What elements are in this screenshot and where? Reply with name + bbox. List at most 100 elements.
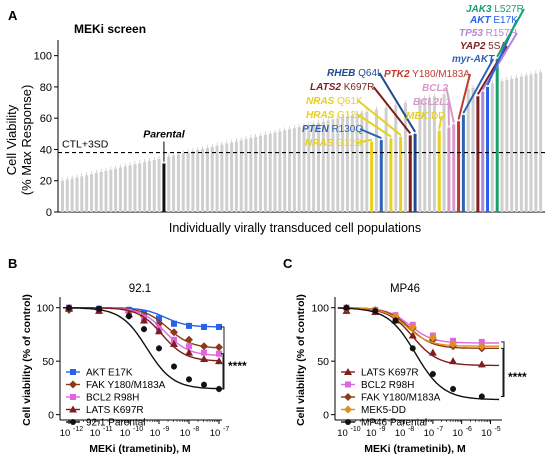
data-point bbox=[171, 320, 177, 327]
xtick-exponent: -10 bbox=[351, 426, 361, 433]
label-akt: AKT E17K bbox=[469, 15, 518, 26]
bar-tp53 bbox=[481, 91, 485, 212]
xtick-label: 10 bbox=[210, 428, 221, 439]
legend-entry: 92.1 Parental bbox=[86, 418, 146, 429]
bar bbox=[138, 163, 142, 212]
data-point bbox=[477, 342, 486, 351]
significance-bracket: **** bbox=[221, 326, 247, 390]
xtick-label: 10 bbox=[366, 428, 377, 439]
data-point bbox=[428, 333, 437, 342]
bar bbox=[94, 173, 98, 212]
label-gene: BCL2 bbox=[422, 83, 449, 94]
bar bbox=[210, 146, 214, 212]
bar-bcl2l1 bbox=[447, 127, 451, 212]
data-point bbox=[140, 316, 148, 324]
bar bbox=[268, 133, 272, 212]
label-mutation: 5SA bbox=[485, 41, 507, 52]
label-gene: NRAS bbox=[306, 96, 335, 107]
legend-entry: FAK Y180/M183A bbox=[86, 380, 166, 391]
label-bcl2: BCL2 bbox=[422, 83, 449, 94]
bar bbox=[500, 81, 504, 213]
leader-jak3 bbox=[496, 8, 525, 58]
label-mutation: R130Q bbox=[329, 124, 364, 135]
bar bbox=[99, 171, 103, 212]
ytick-label: 50 bbox=[42, 356, 54, 368]
panel-c: C MP46 Cell viability (% of control) MEK… bbox=[283, 256, 527, 455]
xtick-exponent: -11 bbox=[103, 426, 113, 433]
data-point bbox=[408, 322, 417, 331]
leader-lats2 bbox=[372, 86, 412, 135]
label-mutation: G12D bbox=[333, 138, 362, 149]
label-parental: Parental bbox=[143, 129, 186, 141]
bar-parental bbox=[162, 163, 166, 212]
label-jak3: JAK3 L527R bbox=[466, 4, 524, 15]
bar bbox=[244, 139, 248, 212]
bar-yap2 bbox=[476, 96, 480, 212]
bar bbox=[510, 78, 514, 213]
data-point bbox=[408, 331, 417, 339]
data-point bbox=[200, 342, 208, 351]
legend-entry: FAK Y180/M183A bbox=[361, 393, 441, 404]
legend-marker bbox=[344, 368, 352, 375]
xtick-exponent: -8 bbox=[408, 426, 414, 433]
bar bbox=[133, 164, 137, 212]
label-hras: HRAS G12V bbox=[306, 110, 363, 121]
bar bbox=[355, 113, 359, 212]
xtick-exponent: -7 bbox=[437, 426, 443, 433]
legend-entry: LATS K697R bbox=[86, 405, 144, 416]
bar bbox=[147, 161, 151, 212]
panel-a-threshold: CTL+3SD bbox=[58, 139, 545, 154]
data-point bbox=[215, 357, 223, 365]
label-lats2: LATS2 K697R bbox=[310, 82, 374, 93]
bar bbox=[230, 142, 234, 212]
data-point bbox=[186, 343, 192, 350]
data-point bbox=[156, 315, 162, 322]
leader-mek bbox=[438, 115, 443, 129]
label-ptk2: PTK2 Y180/M183A bbox=[384, 69, 470, 80]
bar bbox=[515, 77, 519, 212]
bar bbox=[157, 158, 161, 212]
bar-pten bbox=[379, 140, 383, 212]
xtick-exponent: -6 bbox=[466, 426, 472, 433]
bar bbox=[423, 98, 427, 212]
leader-myr-akt bbox=[462, 58, 495, 114]
bar bbox=[201, 148, 205, 212]
legend-marker bbox=[69, 380, 77, 389]
bar bbox=[128, 165, 132, 212]
bar bbox=[529, 74, 533, 212]
bar-lats2 bbox=[408, 135, 412, 212]
bar bbox=[428, 97, 432, 212]
bar bbox=[220, 144, 224, 212]
label-mutation: L527R bbox=[492, 4, 524, 15]
xtick-exponent: -12 bbox=[73, 426, 83, 433]
data-point bbox=[186, 322, 192, 329]
legend-marker bbox=[69, 405, 77, 413]
bar bbox=[384, 107, 388, 212]
bar-rheb bbox=[413, 133, 417, 212]
ytick-label: 100 bbox=[36, 303, 54, 315]
label-rheb: RHEB Q64L bbox=[327, 68, 383, 79]
legend-entry: MEK5-DD bbox=[361, 405, 406, 416]
bar-myr-akt bbox=[461, 115, 465, 212]
data-point bbox=[450, 385, 457, 392]
panel-a-ytick-label: 40 bbox=[40, 144, 52, 156]
bar bbox=[534, 73, 538, 212]
significance-label: **** bbox=[228, 359, 247, 373]
xtick-exponent: -9 bbox=[163, 426, 169, 433]
label-mutation: E17K bbox=[491, 15, 519, 26]
xtick-label: 10 bbox=[90, 428, 101, 439]
data-point bbox=[391, 312, 400, 321]
legend-marker bbox=[70, 394, 76, 400]
panel-b: B 92.1 Cell viability (% of control) MEK… bbox=[8, 256, 247, 455]
bar bbox=[167, 156, 171, 212]
bar bbox=[307, 124, 311, 212]
xtick-label: 10 bbox=[180, 428, 191, 439]
label-gene: MEK bbox=[406, 111, 429, 122]
bar bbox=[196, 150, 200, 212]
bar bbox=[316, 122, 320, 212]
data-point bbox=[170, 328, 178, 337]
legend-marker bbox=[344, 393, 352, 401]
panel-label-a: A bbox=[8, 8, 18, 23]
